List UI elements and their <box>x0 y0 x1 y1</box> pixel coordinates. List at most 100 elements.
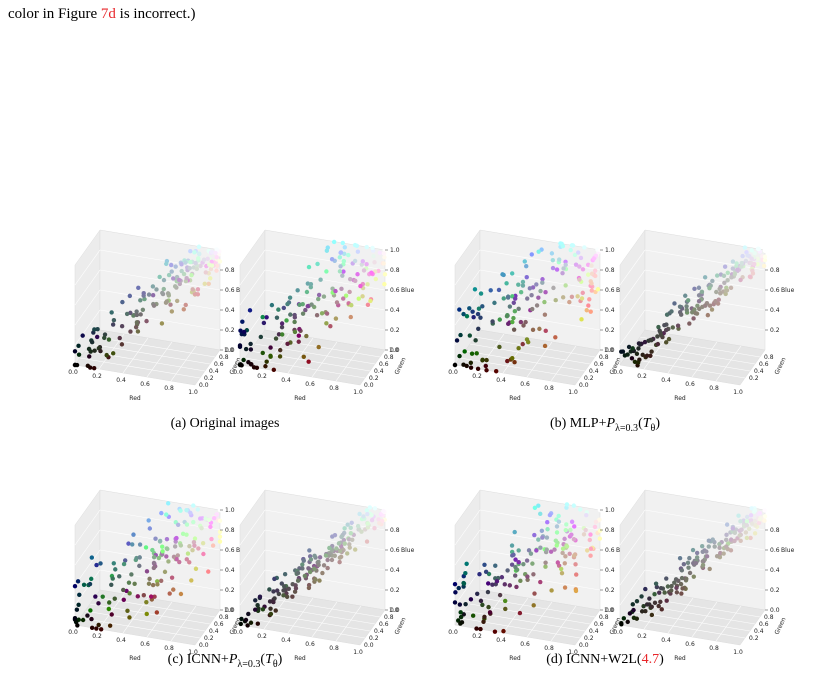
point <box>543 328 548 334</box>
point <box>578 255 584 261</box>
point <box>92 327 97 332</box>
point <box>744 519 750 524</box>
point <box>453 590 458 595</box>
point <box>748 513 754 518</box>
point <box>595 287 601 292</box>
point <box>306 585 312 591</box>
red-tick-label: 1.0 <box>733 649 743 656</box>
grid-line <box>239 569 266 606</box>
point <box>268 345 273 350</box>
point <box>293 586 299 591</box>
point <box>292 329 298 335</box>
point <box>364 539 370 544</box>
point <box>472 287 478 292</box>
point <box>538 288 543 294</box>
point <box>559 570 565 576</box>
grid-line <box>619 509 646 546</box>
grid-line <box>74 529 101 566</box>
red-tick-label: 0.4 <box>496 637 506 644</box>
point <box>597 517 602 522</box>
grid-line <box>643 333 670 370</box>
point <box>117 335 122 341</box>
point <box>477 572 482 577</box>
x-axis-label: Red <box>294 655 306 662</box>
point <box>513 564 518 570</box>
point <box>657 590 662 595</box>
red-tick-label: 0.6 <box>305 641 315 648</box>
point <box>164 512 169 517</box>
point <box>631 607 636 613</box>
grid-line <box>74 509 101 546</box>
point <box>341 537 347 543</box>
point <box>762 254 768 259</box>
grid-line <box>454 509 481 546</box>
point <box>255 621 261 626</box>
point <box>80 617 86 623</box>
point <box>178 591 184 597</box>
blue-tick-label: 1.0 <box>605 507 615 514</box>
point <box>76 352 82 357</box>
point <box>452 600 458 605</box>
point <box>203 270 209 275</box>
blue-tick-label: 0.6 <box>770 287 780 294</box>
point <box>561 266 566 271</box>
point <box>749 248 754 253</box>
point <box>694 555 700 560</box>
point <box>531 603 536 608</box>
point <box>113 567 118 572</box>
point <box>91 365 97 371</box>
point <box>201 551 206 557</box>
text-run: (d) ICNN+W2L( <box>546 652 642 667</box>
point <box>81 582 87 587</box>
point <box>275 588 280 593</box>
point <box>156 555 162 561</box>
point <box>571 503 577 508</box>
point <box>588 532 593 537</box>
point <box>474 626 479 631</box>
point <box>180 531 186 537</box>
point <box>580 267 586 272</box>
point <box>117 574 122 579</box>
point <box>309 302 314 307</box>
point <box>238 328 243 333</box>
blue-tick-label: 0.6 <box>225 547 235 554</box>
point <box>678 312 684 317</box>
point <box>137 555 142 560</box>
point <box>587 537 592 543</box>
point <box>371 254 376 259</box>
point <box>376 268 381 274</box>
point <box>376 517 381 522</box>
grid-line <box>74 549 101 586</box>
point <box>696 285 702 290</box>
point <box>743 530 749 535</box>
point <box>461 612 466 617</box>
point <box>456 585 461 591</box>
point <box>520 283 526 288</box>
point <box>85 363 91 369</box>
point <box>717 541 722 547</box>
green-tick-label: 0.8 <box>599 354 609 361</box>
point <box>683 293 688 298</box>
point <box>680 586 685 591</box>
point <box>282 584 287 589</box>
point <box>488 288 493 293</box>
point <box>521 323 526 328</box>
point <box>721 273 727 279</box>
red-tick-label: 0.6 <box>305 381 315 388</box>
grid-line <box>624 617 746 639</box>
green-tick-label: 0.6 <box>214 621 224 628</box>
point <box>732 530 738 535</box>
point <box>560 243 566 249</box>
point <box>538 579 543 585</box>
point <box>674 585 679 591</box>
x-axis-label: Red <box>674 655 686 662</box>
point <box>193 260 198 266</box>
grid-line <box>469 343 591 365</box>
point <box>568 247 573 253</box>
point <box>738 538 743 544</box>
point <box>507 583 513 588</box>
red-tick-label: 0.6 <box>685 381 695 388</box>
grid-line <box>454 249 481 286</box>
point <box>486 604 491 610</box>
point <box>206 281 211 287</box>
